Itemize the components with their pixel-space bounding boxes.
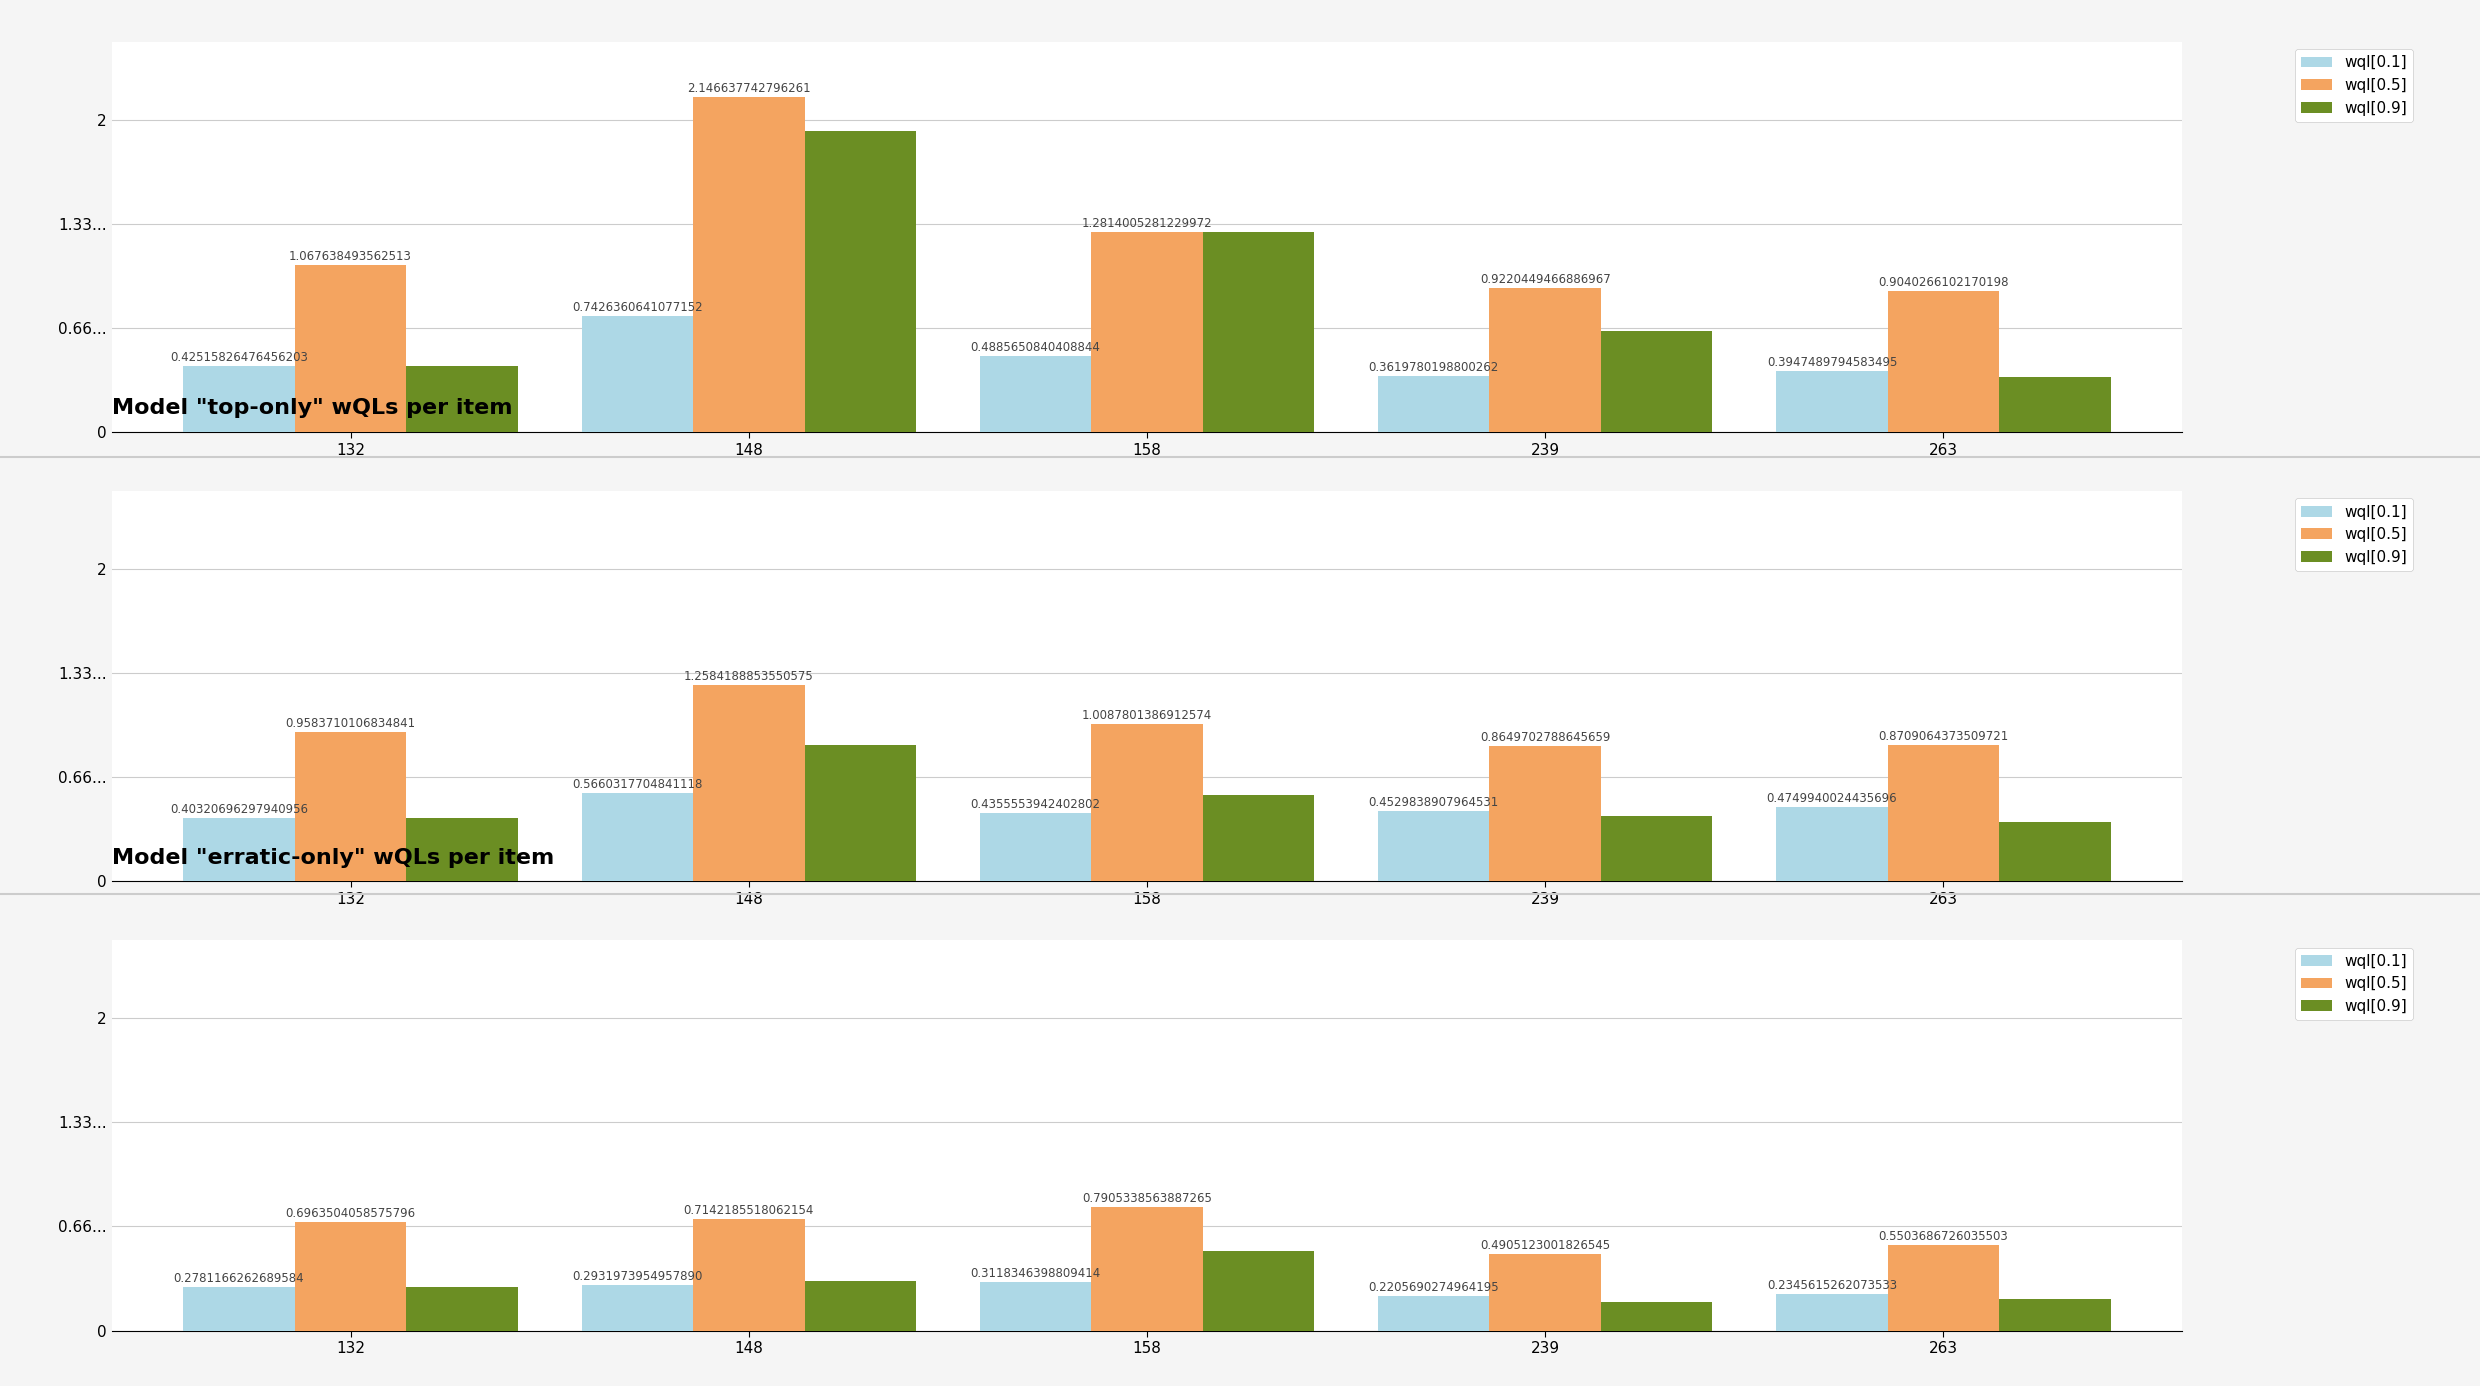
Bar <box>407 1288 518 1331</box>
Text: 0.7426360641077152: 0.7426360641077152 <box>573 301 702 315</box>
Text: 1.2814005281229972: 1.2814005281229972 <box>1081 218 1213 230</box>
Legend: wql[0.1], wql[0.5], wql[0.9]: wql[0.1], wql[0.5], wql[0.9] <box>2294 499 2413 571</box>
Bar <box>295 732 407 881</box>
Text: 0.4885650840408844: 0.4885650840408844 <box>970 341 1101 353</box>
Bar <box>1776 370 1887 432</box>
Bar <box>1776 1295 1887 1331</box>
Bar <box>295 1222 407 1331</box>
Bar <box>1203 796 1314 881</box>
Bar <box>1091 231 1203 432</box>
Bar <box>1887 746 1999 881</box>
Bar <box>580 316 692 432</box>
Text: 0.40320696297940956: 0.40320696297940956 <box>171 804 308 816</box>
Bar <box>1091 723 1203 881</box>
Bar <box>1091 1207 1203 1331</box>
Text: 0.2931973954957890: 0.2931973954957890 <box>573 1270 702 1283</box>
Bar <box>407 366 518 432</box>
Bar <box>580 1285 692 1331</box>
Text: 0.4905123001826545: 0.4905123001826545 <box>1481 1239 1610 1252</box>
Bar <box>980 1282 1091 1331</box>
Legend: wql[0.1], wql[0.5], wql[0.9]: wql[0.1], wql[0.5], wql[0.9] <box>2294 948 2413 1020</box>
Text: Model "top-only" wQLs per item: Model "top-only" wQLs per item <box>112 398 511 419</box>
Text: 0.4749940024435696: 0.4749940024435696 <box>1766 793 1897 805</box>
Text: 0.4529838907964531: 0.4529838907964531 <box>1369 796 1498 808</box>
Bar <box>1602 816 1714 881</box>
Bar <box>692 685 804 881</box>
Bar <box>1379 1296 1490 1331</box>
Text: 0.2345615262073533: 0.2345615262073533 <box>1766 1279 1897 1292</box>
Bar <box>804 130 915 432</box>
Text: 0.9583710106834841: 0.9583710106834841 <box>285 717 417 730</box>
Text: 0.8649702788645659: 0.8649702788645659 <box>1481 732 1610 744</box>
Bar <box>1203 231 1314 432</box>
Bar <box>1379 811 1490 881</box>
Text: 0.5660317704841118: 0.5660317704841118 <box>573 778 702 791</box>
Bar <box>1490 288 1602 432</box>
Bar <box>1602 331 1714 432</box>
Text: 1.2584188853550575: 1.2584188853550575 <box>684 669 813 683</box>
Bar <box>1999 822 2110 881</box>
Text: 2.146637742796261: 2.146637742796261 <box>687 82 811 94</box>
Text: 0.7142185518062154: 0.7142185518062154 <box>684 1204 813 1217</box>
Text: 0.9040266102170198: 0.9040266102170198 <box>1877 276 2009 290</box>
Text: 0.3947489794583495: 0.3947489794583495 <box>1766 356 1897 369</box>
Legend: wql[0.1], wql[0.5], wql[0.9]: wql[0.1], wql[0.5], wql[0.9] <box>2294 50 2413 122</box>
Bar <box>295 265 407 432</box>
Bar <box>407 818 518 881</box>
Bar <box>980 356 1091 432</box>
Bar <box>692 1218 804 1331</box>
Bar <box>1999 1299 2110 1331</box>
Bar <box>1203 1252 1314 1331</box>
Bar <box>1999 377 2110 432</box>
Bar <box>580 793 692 881</box>
Text: 0.42515826476456203: 0.42515826476456203 <box>171 351 308 365</box>
Text: 0.2781166262689584: 0.2781166262689584 <box>174 1272 305 1285</box>
Bar <box>804 746 915 881</box>
Text: 1.0087801386912574: 1.0087801386912574 <box>1081 708 1213 722</box>
Bar <box>1776 807 1887 881</box>
Bar <box>184 1288 295 1331</box>
Text: 0.3619780198800262: 0.3619780198800262 <box>1369 360 1498 374</box>
Text: 0.5503686726035503: 0.5503686726035503 <box>1877 1229 2009 1243</box>
Bar <box>184 818 295 881</box>
Text: 0.3118346398809414: 0.3118346398809414 <box>970 1267 1101 1279</box>
Bar <box>1887 1245 1999 1331</box>
Text: 1.067638493562513: 1.067638493562513 <box>290 251 412 263</box>
Text: 0.7905338563887265: 0.7905338563887265 <box>1081 1192 1213 1206</box>
Bar <box>980 814 1091 881</box>
Text: Model "erratic-only" wQLs per item: Model "erratic-only" wQLs per item <box>112 848 553 868</box>
Text: 0.8709064373509721: 0.8709064373509721 <box>1877 730 2009 743</box>
Bar <box>692 97 804 432</box>
Text: 0.2205690274964195: 0.2205690274964195 <box>1369 1281 1498 1295</box>
Bar <box>804 1281 915 1331</box>
Bar <box>1602 1303 1714 1331</box>
Bar <box>1379 376 1490 432</box>
Bar <box>1887 291 1999 432</box>
Text: 0.6963504058575796: 0.6963504058575796 <box>285 1207 417 1220</box>
Bar <box>1490 746 1602 881</box>
Bar <box>1490 1254 1602 1331</box>
Text: 0.4355553942402802: 0.4355553942402802 <box>970 798 1101 811</box>
Bar <box>184 366 295 432</box>
Text: 0.9220449466886967: 0.9220449466886967 <box>1481 273 1610 287</box>
